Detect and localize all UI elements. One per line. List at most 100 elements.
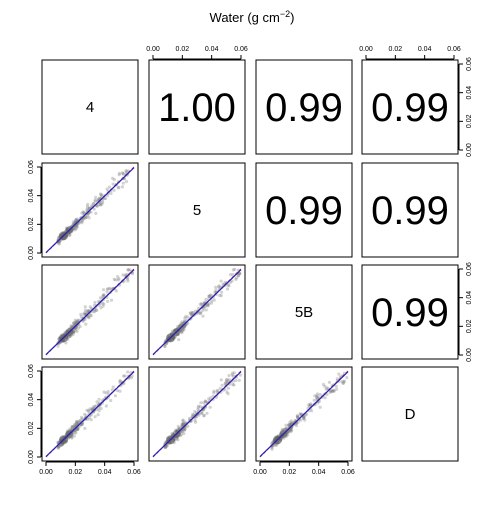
scatter-point bbox=[289, 429, 293, 433]
scatter-point bbox=[284, 427, 288, 431]
scatter-point bbox=[275, 443, 279, 447]
scatter-point bbox=[325, 386, 329, 390]
scatter-point bbox=[206, 303, 210, 307]
scatter-point bbox=[202, 414, 206, 418]
scatter-point bbox=[308, 403, 312, 407]
scatter-point bbox=[84, 312, 88, 316]
scatter-point bbox=[226, 386, 230, 390]
scatter-point bbox=[224, 380, 228, 384]
scatter-point bbox=[122, 374, 126, 378]
scatter-point bbox=[180, 329, 184, 333]
scatter-point bbox=[203, 399, 207, 403]
fit-line bbox=[45, 371, 135, 458]
tick-label: 0.04 bbox=[466, 86, 473, 100]
scatter-point bbox=[98, 296, 102, 300]
scatter-point bbox=[177, 426, 181, 430]
scatter-point bbox=[191, 310, 195, 315]
scatter-point bbox=[112, 277, 116, 281]
scatter-point bbox=[75, 422, 79, 426]
scatter-point bbox=[181, 326, 185, 330]
scatter-point bbox=[227, 284, 231, 288]
panel-4-5: 1.00 bbox=[148, 59, 246, 155]
scatter-point bbox=[78, 418, 82, 422]
tick-label: 0.00 bbox=[253, 469, 267, 476]
panel-frame bbox=[361, 162, 459, 258]
scatter-point bbox=[204, 400, 208, 404]
scatter-point bbox=[216, 388, 220, 392]
scatter-point bbox=[89, 418, 93, 422]
scatter-point bbox=[56, 344, 60, 348]
scatter-point bbox=[75, 421, 79, 426]
scatter-point bbox=[90, 408, 94, 412]
scatter-point bbox=[121, 273, 125, 277]
scatter-point bbox=[182, 422, 186, 426]
scatter-point bbox=[208, 294, 212, 298]
scatter-point bbox=[188, 311, 192, 315]
scatter-point bbox=[73, 328, 78, 333]
scatter-point bbox=[93, 404, 97, 408]
scatter-point bbox=[87, 309, 91, 313]
scatter-point bbox=[109, 298, 114, 302]
scatter-point bbox=[323, 396, 327, 400]
scatter-point bbox=[64, 341, 68, 345]
scatter-point bbox=[163, 446, 168, 450]
scatter-point bbox=[70, 425, 74, 429]
scatter-point bbox=[83, 312, 87, 316]
scatter-point bbox=[200, 302, 204, 306]
tick-label: 0.04 bbox=[28, 393, 35, 407]
panel-frame bbox=[41, 264, 139, 360]
scatter-point bbox=[199, 302, 203, 306]
scatter-point bbox=[209, 301, 213, 305]
panel-5-D: 0.99 bbox=[361, 162, 459, 258]
scatter-point bbox=[184, 315, 188, 319]
scatter-point bbox=[289, 422, 293, 427]
scatter-point bbox=[126, 279, 130, 283]
scatter-point bbox=[270, 446, 274, 450]
scatter-point bbox=[80, 219, 84, 223]
tick-label: 0.00 bbox=[466, 348, 473, 362]
chart-title: Water (g cm−2) bbox=[210, 9, 295, 25]
scatter-point bbox=[92, 310, 96, 314]
panel-5-5: 5 bbox=[148, 162, 246, 258]
scatter-point bbox=[126, 268, 130, 272]
scatter-point bbox=[288, 420, 292, 424]
scatter-point bbox=[126, 277, 130, 281]
panel-frame bbox=[41, 59, 139, 155]
scatter-point bbox=[123, 374, 127, 378]
scatter-point bbox=[86, 202, 90, 206]
scatter-point bbox=[315, 395, 319, 399]
scatter-point bbox=[208, 293, 212, 297]
scatter-point bbox=[295, 414, 299, 418]
scatter-point bbox=[234, 277, 238, 281]
tick-label: 0.06 bbox=[234, 46, 248, 53]
scatter-point bbox=[93, 199, 97, 203]
scatter-point bbox=[219, 294, 223, 298]
scatter-point bbox=[182, 326, 186, 330]
scatter-point bbox=[182, 428, 186, 432]
tick-label: 0.02 bbox=[69, 469, 83, 476]
scatter-point bbox=[110, 388, 114, 392]
scatter-point bbox=[225, 390, 229, 394]
scatter-point bbox=[93, 415, 97, 419]
scatter-point bbox=[91, 202, 96, 206]
scatter-point bbox=[224, 378, 229, 382]
fit-line bbox=[152, 371, 242, 458]
scatter-point bbox=[186, 315, 190, 319]
scatter-point bbox=[73, 431, 77, 435]
scatter-point bbox=[85, 408, 89, 412]
panel-frame bbox=[148, 264, 246, 360]
panel-frame bbox=[361, 59, 459, 155]
tick-label: 0.02 bbox=[466, 319, 473, 333]
scatter-point bbox=[270, 447, 274, 451]
scatter-point bbox=[284, 423, 288, 427]
scatter-point bbox=[231, 273, 235, 277]
scatter-point bbox=[207, 294, 211, 298]
scatter-point bbox=[121, 172, 125, 176]
scatter-point bbox=[83, 412, 87, 416]
scatter-point bbox=[102, 294, 106, 298]
scatter-point bbox=[228, 280, 232, 284]
scatter-point bbox=[302, 416, 306, 420]
scatter-point bbox=[180, 424, 184, 428]
scatter-point bbox=[201, 314, 205, 318]
